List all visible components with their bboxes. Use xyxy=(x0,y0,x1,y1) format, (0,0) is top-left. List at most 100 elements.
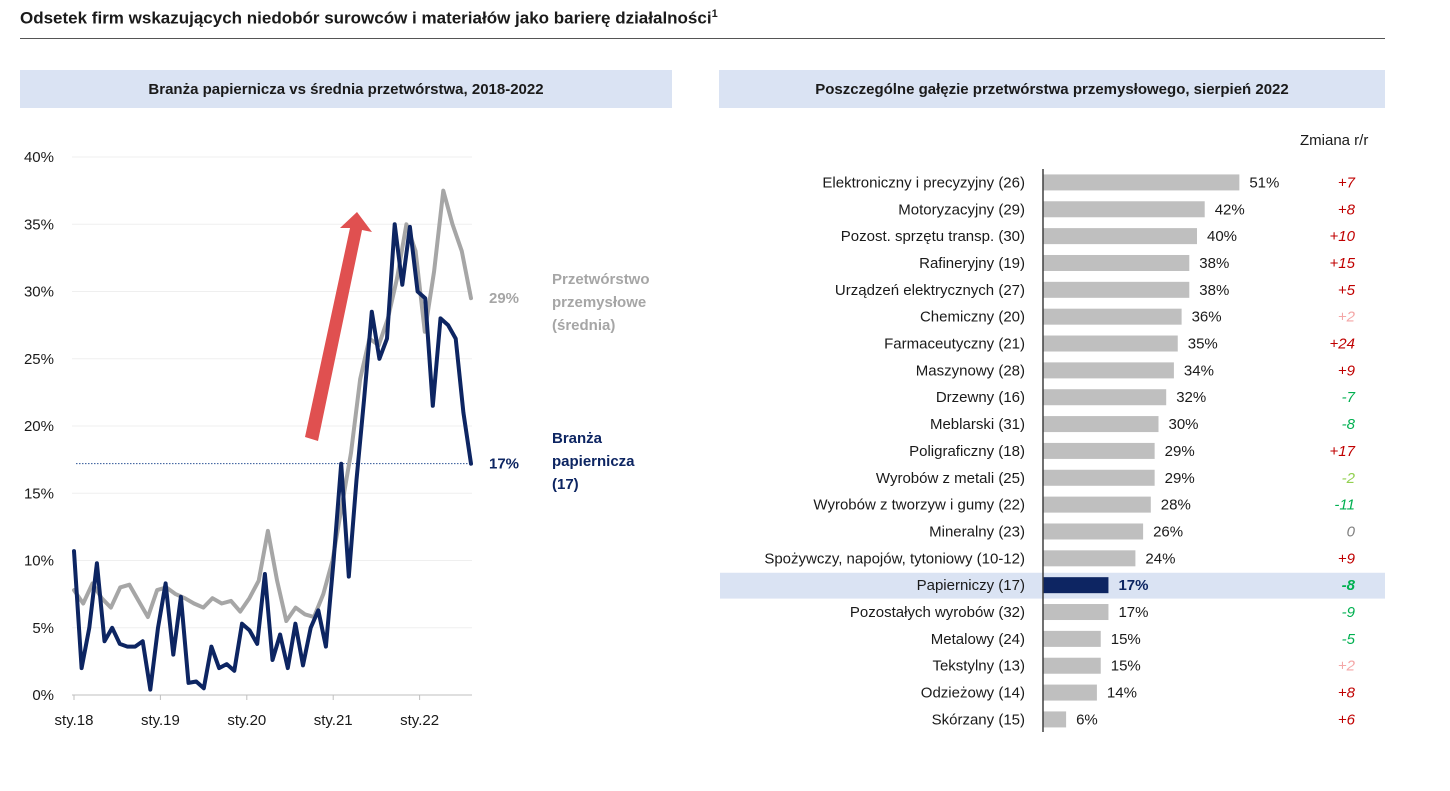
category-label: Skórzany (15) xyxy=(932,711,1025,728)
bar-value-label: 51% xyxy=(1249,174,1279,191)
category-label: Rafineryjny (19) xyxy=(919,255,1025,272)
x-tick-label: sty.20 xyxy=(227,712,266,729)
bar-value-label: 32% xyxy=(1176,389,1206,406)
category-label: Wyrobów z metali (25) xyxy=(876,470,1025,487)
bar-value-label: 29% xyxy=(1165,443,1195,460)
bar xyxy=(1043,308,1182,325)
category-label: Elektroniczny i precyzyjny (26) xyxy=(822,174,1025,191)
title-divider xyxy=(20,38,1385,39)
bar xyxy=(1043,604,1109,621)
category-label: Motoryzacyjny (29) xyxy=(898,201,1025,218)
category-label: Tekstylny (13) xyxy=(932,658,1025,675)
series-legend-label: papiernicza xyxy=(552,453,635,470)
category-label: Chemiczny (20) xyxy=(920,309,1025,326)
y-tick-label: 30% xyxy=(24,284,54,301)
bar xyxy=(1043,577,1109,594)
category-label: Urządzeń elektrycznych (27) xyxy=(835,282,1025,299)
bar xyxy=(1043,684,1097,701)
category-label: Meblarski (31) xyxy=(930,416,1025,433)
bar-value-label: 38% xyxy=(1199,255,1229,272)
yoy-change-label: +17 xyxy=(1330,443,1356,460)
line-chart-title: Branża papiernicza vs średnia przetwórst… xyxy=(20,70,672,108)
y-tick-label: 25% xyxy=(24,351,54,368)
yoy-change-label: +8 xyxy=(1338,685,1356,702)
series-legend-label: Branża xyxy=(552,430,603,447)
x-tick-label: sty.18 xyxy=(55,712,94,729)
category-label: Mineralny (23) xyxy=(929,523,1025,540)
category-label: Poligraficzny (18) xyxy=(909,443,1025,460)
bar xyxy=(1043,496,1151,513)
yoy-change-label: +9 xyxy=(1338,550,1356,567)
bar xyxy=(1043,174,1240,191)
yoy-change-label: +9 xyxy=(1338,362,1356,379)
bar-value-label: 34% xyxy=(1184,362,1214,379)
bar-value-label: 15% xyxy=(1111,658,1141,675)
category-label: Metalowy (24) xyxy=(931,631,1025,648)
bar xyxy=(1043,630,1101,647)
series-legend-label: (17) xyxy=(552,476,579,493)
category-label: Spożywczy, napojów, tytoniowy (10-12) xyxy=(764,550,1025,567)
bar-value-label: 24% xyxy=(1145,550,1175,567)
bar-value-label: 15% xyxy=(1111,631,1141,648)
yoy-change-label: +15 xyxy=(1330,255,1356,272)
bar-value-label: 36% xyxy=(1192,309,1222,326)
bar-value-label: 6% xyxy=(1076,711,1098,728)
bar xyxy=(1043,228,1197,245)
trend-arrow xyxy=(305,212,372,441)
y-tick-label: 35% xyxy=(24,216,54,233)
bar xyxy=(1043,711,1067,728)
series-line-average xyxy=(72,188,473,623)
yoy-column-header: Zmiana r/r xyxy=(1300,132,1369,149)
yoy-change-label: +5 xyxy=(1338,282,1356,299)
yoy-change-label: -5 xyxy=(1342,631,1356,648)
page-title: Odsetek firm wskazujących niedobór surow… xyxy=(20,8,718,28)
bar xyxy=(1043,657,1101,674)
yoy-change-label: -7 xyxy=(1342,389,1356,406)
bar xyxy=(1043,201,1205,218)
bar xyxy=(1043,362,1174,379)
x-tick-label: sty.22 xyxy=(400,712,439,729)
bar-value-label: 14% xyxy=(1107,685,1137,702)
bar xyxy=(1043,523,1144,540)
category-label: Farmaceutyczny (21) xyxy=(884,336,1025,353)
bar xyxy=(1043,389,1167,406)
category-label: Drzewny (16) xyxy=(936,389,1025,406)
yoy-change-label: +8 xyxy=(1338,201,1356,218)
series-legend-label: (średnia) xyxy=(552,317,615,334)
x-tick-label: sty.19 xyxy=(141,712,180,729)
bar-value-label: 28% xyxy=(1161,497,1191,514)
bar-value-label: 35% xyxy=(1188,336,1218,353)
bar-value-label: 29% xyxy=(1165,470,1195,487)
yoy-change-label: 0 xyxy=(1347,523,1356,540)
x-tick-label: sty.21 xyxy=(314,712,353,729)
bar-value-label: 26% xyxy=(1153,523,1183,540)
y-tick-label: 10% xyxy=(24,553,54,570)
yoy-change-label: +24 xyxy=(1330,336,1355,353)
yoy-change-label: +6 xyxy=(1338,711,1356,728)
yoy-change-label: -8 xyxy=(1342,416,1356,433)
bar-value-label: 30% xyxy=(1169,416,1199,433)
bar xyxy=(1043,281,1190,298)
category-label: Wyrobów z tworzyw i gumy (22) xyxy=(813,497,1025,514)
footnote-marker: 1 xyxy=(711,8,718,20)
bar xyxy=(1043,469,1155,486)
bar-chart-title: Poszczególne gałęzie przetwórstwa przemy… xyxy=(719,70,1385,108)
y-tick-label: 15% xyxy=(24,485,54,502)
y-tick-label: 5% xyxy=(32,620,54,637)
category-label: Pozostałych wyrobów (32) xyxy=(850,604,1025,621)
category-label: Odzieżowy (14) xyxy=(921,685,1025,702)
bar-value-label: 17% xyxy=(1118,577,1148,594)
category-label: Maszynowy (28) xyxy=(916,362,1025,379)
y-tick-label: 40% xyxy=(24,149,54,166)
bar xyxy=(1043,442,1155,459)
yoy-change-label: +10 xyxy=(1330,228,1356,245)
series-legend-label: przemysłowe xyxy=(552,294,646,311)
category-label: Pozost. sprzętu transp. (30) xyxy=(841,228,1025,245)
bar-value-label: 40% xyxy=(1207,228,1237,245)
yoy-change-label: -2 xyxy=(1342,470,1356,487)
bar xyxy=(1043,550,1136,567)
yoy-change-label: +2 xyxy=(1338,309,1356,326)
series-line-paper xyxy=(72,222,473,692)
yoy-change-label: +2 xyxy=(1338,658,1356,675)
category-label: Papierniczy (17) xyxy=(917,577,1025,594)
